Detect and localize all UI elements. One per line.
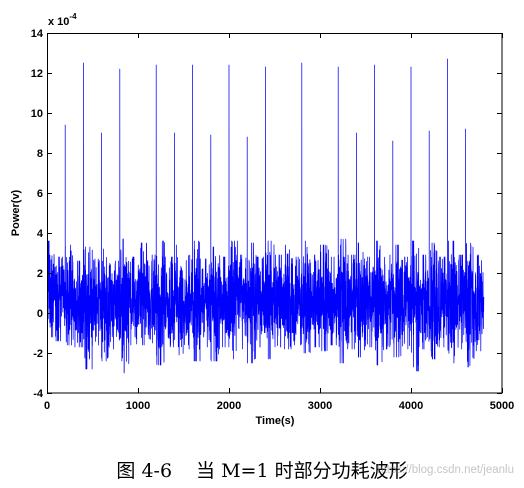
plot-area — [47, 33, 502, 393]
x-tick-label-3: 3000 — [308, 400, 332, 412]
figure-caption-text: 当 M=1 时部分功耗波形 — [196, 460, 408, 482]
y-tick-label-1: -2 — [33, 348, 43, 360]
y-tick-label-2: 0 — [37, 308, 43, 320]
y-tick-label-8: 12 — [31, 68, 43, 80]
y-tick-label-9: 14 — [31, 28, 44, 40]
x-tick-label-5: 5000 — [490, 400, 514, 412]
x-tick-label-0: 0 — [44, 400, 50, 412]
series-line-power-0 — [47, 58, 485, 374]
figure-number: 图 4-6 — [116, 460, 173, 482]
y-tick-label-0: -4 — [33, 388, 44, 400]
watermark: https://blog.csdn.net/jeanlu — [377, 464, 514, 476]
y-exponent-base: x 10 — [48, 16, 69, 28]
x-tick-label-1: 1000 — [126, 400, 150, 412]
y-exponent-power: -4 — [69, 12, 77, 21]
y-tick-label-7: 10 — [31, 108, 43, 120]
y-tick-label-5: 6 — [37, 188, 43, 200]
y-tick-label-6: 8 — [37, 148, 43, 160]
y-tick-label-3: 2 — [37, 268, 43, 280]
y-exponent-label: x 10-4 — [48, 12, 77, 28]
x-tick-label-4: 4000 — [399, 400, 423, 412]
x-axis-label: Time(s) — [256, 415, 295, 427]
y-axis-label: Power(v) — [10, 189, 22, 236]
figure-caption: 图 4-6 当 M=1 时部分功耗波形 — [0, 456, 524, 483]
series-layer — [47, 58, 485, 374]
x-tick-label-2: 2000 — [217, 400, 241, 412]
y-tick-label-4: 4 — [37, 228, 44, 240]
axes-box — [47, 33, 503, 394]
